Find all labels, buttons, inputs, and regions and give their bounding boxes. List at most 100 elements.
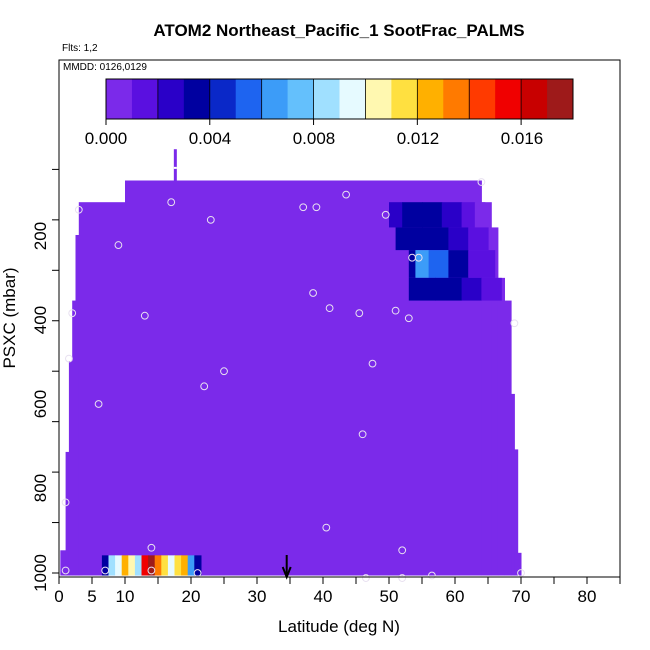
data-point [61, 498, 70, 507]
colorbar-frame [105, 78, 574, 120]
data-point [322, 523, 331, 532]
background-cell [60, 550, 68, 576]
heatmap-cell [435, 277, 463, 301]
data-point [368, 359, 377, 368]
heatmap-cell [148, 555, 156, 576]
colorbar-swatch [313, 79, 340, 119]
data-point [200, 382, 209, 391]
colorbar-tick-label: 0.008 [293, 129, 336, 148]
data-point [147, 543, 156, 552]
x-tick-label: 70 [512, 587, 531, 606]
data-point [206, 215, 215, 224]
x-tick-label: 50 [380, 587, 399, 606]
colorbar-tick-label: 0.016 [501, 129, 544, 148]
colorbar-tick-label: 0.004 [189, 129, 232, 148]
data-point [510, 319, 519, 328]
heatmap-cell [108, 555, 116, 576]
data-point [398, 546, 407, 555]
heatmap-cell [408, 250, 416, 278]
colorbar-swatch [183, 79, 211, 119]
background-cell [481, 202, 492, 576]
colorbar-swatch [391, 79, 418, 119]
heatmap-cell [395, 227, 423, 251]
y-tick-label: 400 [31, 306, 50, 334]
heatmap-cell [474, 202, 486, 228]
background-cell [491, 227, 499, 576]
heatmap-cells [101, 202, 502, 576]
heatmap-cell [141, 555, 149, 576]
background-cell [78, 202, 126, 576]
colorbar-swatch [261, 79, 289, 119]
heatmap-cell [468, 250, 496, 278]
background-cell [173, 149, 177, 181]
data-point [147, 566, 156, 575]
data-point [398, 574, 407, 582]
colorbar-swatch [157, 79, 185, 119]
data-point [362, 574, 370, 582]
heatmap-cell [194, 555, 202, 576]
y-tick-label: 800 [31, 474, 50, 502]
chart-title: ATOM2 Northeast_Pacific_1 SootFrac_PALMS [153, 21, 524, 40]
data-point [193, 569, 202, 577]
colorbar-swatch [547, 79, 574, 119]
heatmap-cell [134, 555, 143, 576]
heatmap-cell [468, 227, 489, 251]
y-tick-label: 1000 [31, 554, 50, 592]
data-point [358, 430, 367, 439]
heatmap-cell [181, 555, 189, 576]
x-tick-label: 10 [116, 587, 135, 606]
data-point [114, 241, 123, 249]
colorbar-swatch [521, 79, 548, 119]
x-tick-labels: 0 5 10 20 30 40 50 60 70 80 [54, 587, 596, 606]
colorbar-swatch [106, 79, 133, 119]
colorbar-swatch [365, 79, 392, 119]
colorbar-swatch [235, 79, 263, 119]
x-tick-label: 20 [182, 587, 201, 606]
data-point [94, 400, 103, 408]
data-point [220, 367, 228, 376]
data-point [101, 566, 110, 575]
background-cell [497, 277, 505, 576]
data-point [68, 309, 77, 318]
data-point [74, 205, 83, 214]
background-cell [173, 166, 177, 169]
data-point [477, 178, 486, 186]
y-axis-label: PSXC (mbar) [0, 267, 19, 368]
heatmap-cell [389, 202, 403, 228]
heatmap-cell [461, 277, 482, 301]
x-axis [58, 577, 621, 584]
y-tick-label: 600 [31, 390, 50, 418]
data-point [414, 253, 423, 262]
heatmap-cell [187, 555, 195, 576]
data-point [381, 210, 390, 219]
plot-frame [58, 59, 621, 578]
background-cell [511, 393, 515, 576]
heatmap-cell [441, 202, 463, 228]
colorbar-swatch [443, 79, 470, 119]
heatmap-cell [428, 250, 449, 278]
heatmap-cell [174, 555, 182, 576]
heatmap-cell [121, 555, 129, 576]
heatmap-cell [402, 202, 423, 228]
heatmap-cell [481, 277, 502, 301]
colorbar-swatch [495, 79, 522, 119]
data-point [312, 203, 321, 212]
data-point [391, 306, 400, 315]
data-point [428, 571, 436, 580]
y-tick-label: 200 [31, 222, 50, 250]
colorbar-swatch [209, 79, 237, 119]
x-tick-label: 80 [578, 587, 597, 606]
heatmap-cell [448, 250, 469, 278]
data-point [61, 566, 70, 575]
data-point [140, 311, 149, 320]
heatmap-cell [101, 555, 110, 576]
data-point [517, 569, 525, 577]
heatmap-cell [448, 227, 469, 251]
heatmap-cell [154, 555, 162, 576]
background-cell [504, 300, 512, 576]
y-tick-labels: 200 400 600 800 1000 [31, 222, 50, 592]
x-axis-label: Latitude (deg N) [278, 617, 400, 636]
colorbar-tick-label: 0.012 [397, 129, 440, 148]
